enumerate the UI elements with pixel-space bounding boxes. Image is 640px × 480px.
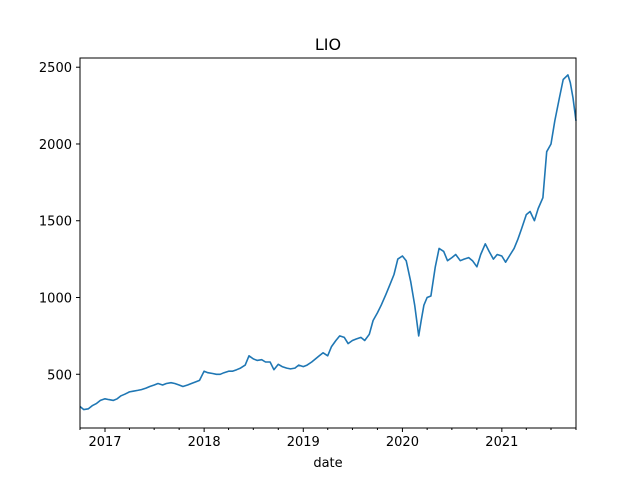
- x-tick-label: 2018: [188, 435, 221, 450]
- series-line: [79, 74, 577, 411]
- x-axis-label: date: [313, 456, 342, 471]
- x-tick-label: 2021: [485, 435, 518, 450]
- y-tick-label: 500: [47, 368, 72, 383]
- x-tick-label: 2020: [386, 435, 419, 450]
- y-axis: 500 1000 1500 2000 2500: [39, 61, 80, 383]
- x-tick-label: 2017: [88, 435, 121, 450]
- plot-frame: [79, 57, 577, 429]
- chart-title: LIO: [315, 35, 341, 54]
- y-tick-label: 1500: [39, 215, 72, 230]
- series-layer: [79, 74, 577, 411]
- x-tick-label: 2019: [287, 435, 320, 450]
- x-axis: 2017 2018 2019 2020 2021: [79, 428, 577, 450]
- y-tick-label: 2000: [39, 138, 72, 153]
- y-tick-label: 1000: [39, 292, 72, 307]
- y-tick-label: 2500: [39, 61, 72, 76]
